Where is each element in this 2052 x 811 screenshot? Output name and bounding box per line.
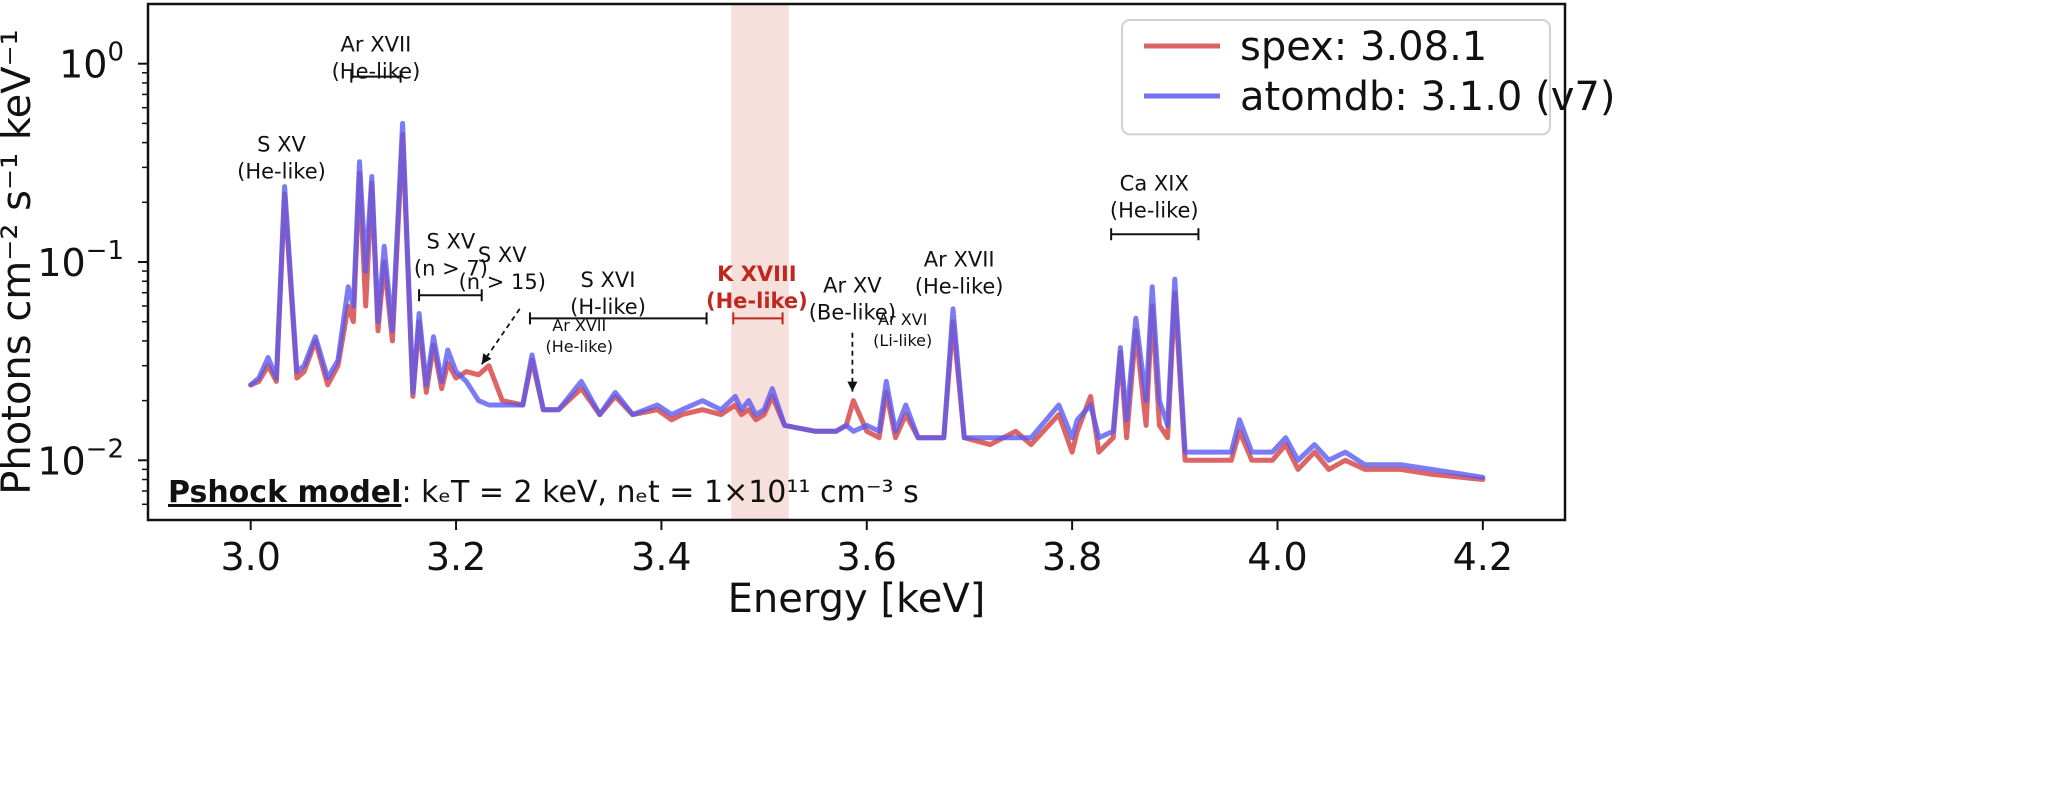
y-tick-label: 10−2 bbox=[37, 434, 124, 483]
model-label: Pshock model: kₑT = 2 keV, nₑt = 1×10¹¹ … bbox=[168, 475, 919, 510]
y-axis-label: Photons cm⁻² s⁻¹ keV⁻¹ bbox=[0, 29, 40, 494]
annotation-caxix-he: (He-like) bbox=[1110, 198, 1199, 222]
model-separator: : bbox=[401, 475, 421, 510]
x-tick-label: 3.4 bbox=[631, 535, 691, 579]
x-axis: 3.0 3.2 3.4 3.6 3.8 4.0 4.2 bbox=[220, 520, 1513, 579]
bracket-sxv-n7 bbox=[418, 289, 483, 302]
series-layer bbox=[248, 120, 1486, 482]
annotation-arxvi-li: Ar XVI bbox=[878, 310, 927, 329]
y-tick-label: 10−1 bbox=[37, 236, 124, 285]
annotation-sxv-n15: S XV bbox=[478, 243, 527, 267]
annotation-caxix-he: Ca XIX bbox=[1120, 171, 1189, 195]
annotation-arxvii-he-top: Ar XVII bbox=[341, 33, 412, 57]
annotation-arxvi-li: (Li-like) bbox=[873, 331, 932, 350]
annotation-sxv-n7: (n > 7) bbox=[414, 256, 488, 280]
x-tick-label: 3.2 bbox=[426, 535, 486, 579]
annotation-arxv-be: (Be-like) bbox=[809, 301, 896, 325]
y-axis: 100 10−1 10−2 bbox=[37, 38, 148, 506]
annotation-kxviii-he: K XVIII bbox=[717, 262, 796, 286]
bracket-caxix-he bbox=[1110, 228, 1200, 241]
legend-label: spex: 3.08.1 bbox=[1240, 24, 1487, 70]
x-tick-label: 3.6 bbox=[837, 535, 897, 579]
bracket-arxvii-he-top bbox=[350, 70, 402, 83]
annotation-sxv-he: S XV bbox=[257, 133, 306, 157]
x-tick-label: 3.8 bbox=[1042, 535, 1102, 579]
x-tick-label: 4.2 bbox=[1453, 535, 1513, 579]
arrow-layer bbox=[480, 308, 858, 392]
x-tick-label: 3.0 bbox=[220, 535, 280, 579]
arrow-sxv-n15-head bbox=[481, 353, 492, 365]
annotation-arxvii-he-mid: (He-like) bbox=[915, 274, 1004, 298]
annotation-sxv-he: (He-like) bbox=[237, 160, 326, 184]
model-params: kₑT = 2 keV, nₑt = 1×10¹¹ cm⁻³ s bbox=[421, 475, 919, 510]
series-line-atomdb bbox=[248, 120, 1486, 480]
legend-label: atomdb: 3.1.0 (v7) bbox=[1240, 74, 1615, 120]
annotation-arxvii-he-top: (He-like) bbox=[332, 60, 421, 84]
k-xviii-highlight-band bbox=[731, 4, 789, 520]
annotation-arxvii-he-small: Ar XVII bbox=[552, 316, 606, 335]
x-tick-label: 4.0 bbox=[1247, 535, 1307, 579]
bracket-kxviii-he bbox=[732, 312, 784, 325]
annotation-sxvi-h: S XVI bbox=[581, 268, 636, 292]
arrow-arxv-be-head bbox=[847, 381, 858, 392]
legend-box bbox=[1121, 19, 1551, 136]
x-axis-label: Energy [keV] bbox=[728, 576, 986, 622]
annotation-kxviii-he: (He-like) bbox=[706, 289, 808, 313]
annotation-arxvii-he-small: (He-like) bbox=[545, 337, 613, 356]
arrow-sxv-n15 bbox=[480, 308, 521, 365]
model-name: Pshock model bbox=[168, 475, 401, 510]
annotation-sxvi-h: (H-like) bbox=[570, 295, 646, 319]
bracket-sxvi-h bbox=[528, 312, 708, 325]
annotation-arxvii-he-mid: Ar XVII bbox=[924, 247, 995, 271]
y-tick-label: 100 bbox=[59, 38, 124, 87]
annotation-sxv-n7: S XV bbox=[427, 229, 476, 253]
annotation-arxv-be: Ar XV bbox=[823, 274, 882, 298]
annotation-sxv-n15: (n > 15) bbox=[459, 270, 546, 294]
annotation-layer: S XV(He-like)Ar XVII(He-like)S XV(n > 7)… bbox=[237, 33, 1200, 356]
